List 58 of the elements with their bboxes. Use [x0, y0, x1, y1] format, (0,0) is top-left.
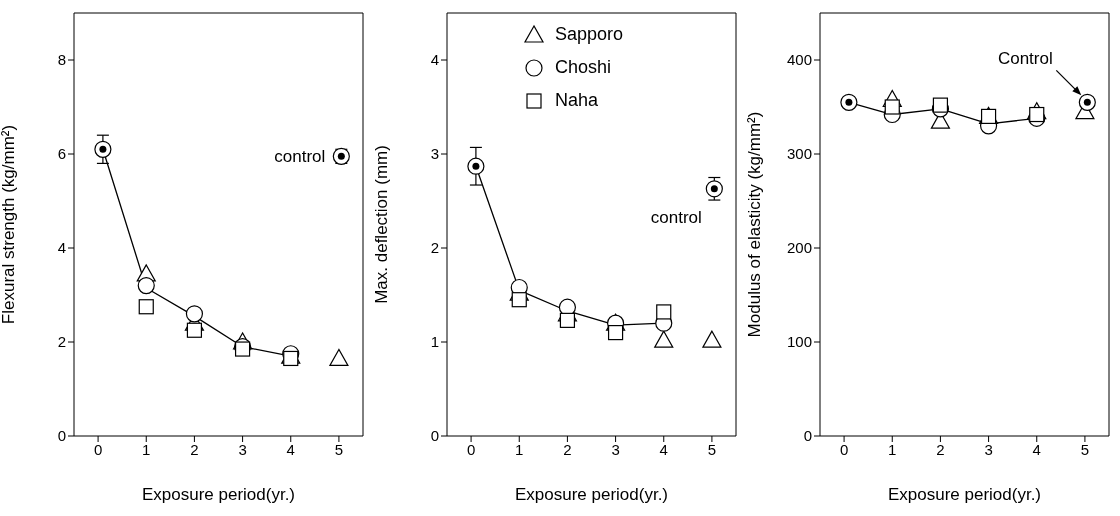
point — [138, 299, 154, 315]
y-tick-label: 4 — [430, 51, 439, 69]
x-tick-label: 3 — [984, 440, 993, 458]
x-axis-title: Exposure period(yr.) — [887, 485, 1042, 504]
x-axis-title: Exposure period(yr.) — [141, 485, 296, 504]
x-axis-title: Exposure period(yr.) — [514, 485, 669, 504]
x-tick-label: 2 — [190, 440, 199, 458]
point — [884, 99, 900, 115]
y-tick-label: 2 — [430, 239, 439, 257]
y-axis-title: Modulus of elasticity (kg/mm²) — [745, 111, 765, 338]
legend-label: Sapporo — [555, 24, 624, 45]
y-tick-label: 2 — [57, 333, 66, 351]
x-tick-label: 2 — [563, 440, 572, 458]
legend-label: Choshi — [555, 57, 612, 78]
x-tick-label: 0 — [839, 440, 849, 458]
x-tick-label: 4 — [659, 440, 668, 458]
x-tick-label: 3 — [611, 440, 620, 458]
y-tick-label: 8 — [57, 51, 66, 69]
annotation: Control — [997, 49, 1053, 69]
x-tick-label: 2 — [936, 440, 945, 458]
point — [283, 350, 299, 367]
y-tick-label: 0 — [57, 427, 66, 445]
point — [1029, 106, 1045, 123]
point — [932, 97, 949, 113]
x-tick-label: 3 — [238, 440, 247, 458]
y-tick-label: 400 — [786, 51, 812, 69]
point — [607, 325, 624, 341]
y-tick-label: 6 — [57, 145, 66, 163]
y-tick-label: 200 — [786, 239, 812, 257]
point — [137, 277, 155, 295]
y-tick-label: 1 — [430, 333, 439, 351]
y-axis-title: Max. deflection (mm) — [372, 145, 392, 304]
y-tick-label: 100 — [786, 333, 812, 351]
y-tick-label: 0 — [430, 427, 439, 445]
x-tick-label: 5 — [334, 440, 344, 458]
point — [329, 348, 349, 367]
x-tick-label: 1 — [142, 440, 151, 458]
x-tick-label: 0 — [93, 440, 103, 458]
x-tick-label: 1 — [888, 440, 897, 458]
y-axis-title: Flexural strength (kg/mm²) — [0, 124, 19, 325]
x-tick-label: 5 — [1080, 440, 1090, 458]
point — [702, 330, 722, 348]
point — [511, 292, 527, 308]
x-tick-label: 4 — [286, 440, 295, 458]
x-tick-label: 5 — [707, 440, 717, 458]
point — [656, 304, 672, 320]
x-tick-label: 1 — [515, 440, 524, 458]
legend-label: Naha — [555, 90, 599, 111]
x-tick-label: 4 — [1032, 440, 1041, 458]
y-tick-label: 3 — [430, 145, 439, 163]
point — [559, 312, 576, 328]
y-tick-label: 300 — [786, 145, 812, 163]
point — [654, 330, 674, 348]
y-tick-label: 0 — [803, 427, 812, 445]
annotation: control — [274, 147, 326, 167]
y-tick-label: 4 — [57, 239, 66, 257]
x-tick-label: 0 — [466, 440, 476, 458]
annotation: control — [650, 207, 702, 227]
